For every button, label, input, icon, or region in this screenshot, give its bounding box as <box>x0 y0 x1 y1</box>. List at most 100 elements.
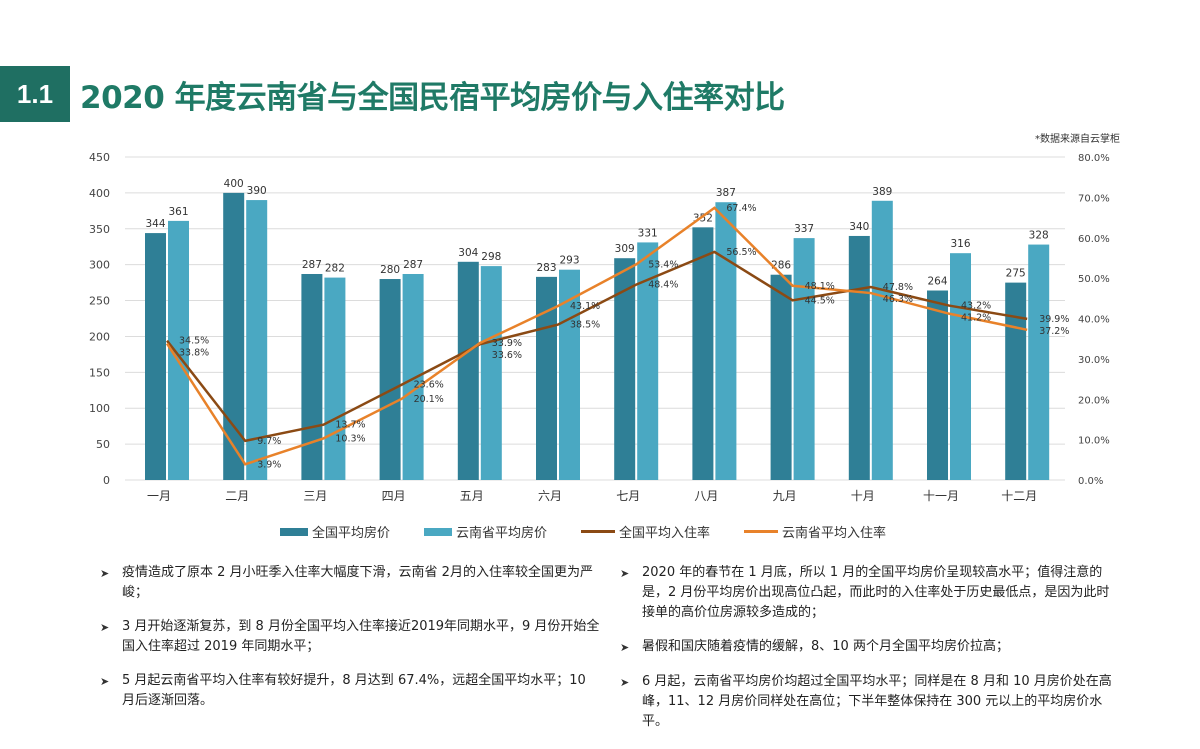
legend-item-yunnan-price: 云南省平均房价 <box>424 522 547 541</box>
bar-data-label: 275 <box>1006 268 1026 280</box>
y-left-tick-label: 100 <box>89 402 110 415</box>
bar-data-label: 387 <box>716 187 736 199</box>
arrow-bullet-icon: ➤ <box>620 567 630 580</box>
section-number-badge: 1.1 <box>0 66 70 122</box>
bar-national-price <box>1005 282 1027 480</box>
y-right-tick-label: 0.0% <box>1078 476 1103 487</box>
legend-swatch <box>744 530 779 533</box>
line-data-label: 44.5% <box>805 295 835 306</box>
y-right-tick-label: 40.0% <box>1078 315 1110 326</box>
x-tick-label: 三月 <box>303 489 327 503</box>
line-data-label: 9.7% <box>257 436 281 447</box>
bar-national-price <box>223 192 245 480</box>
bar-data-label: 283 <box>536 262 556 274</box>
x-tick-label: 一月 <box>147 489 171 503</box>
note-item: ➤ 6 月起，云南省平均房价均超过全国平均水平；同样是在 8 月和 10 月房价处… <box>620 672 1120 732</box>
y-left-tick-label: 50 <box>96 438 110 451</box>
line-data-label: 47.8% <box>883 282 913 293</box>
bar-yunnan-price <box>715 202 737 480</box>
notes-left: ➤ 疫情造成了原本 2 月小旺季入住率大幅度下滑，云南省 2月的入住率较全国更为严… <box>100 563 600 725</box>
arrow-bullet-icon: ➤ <box>100 567 110 580</box>
legend-swatch <box>424 527 453 536</box>
bar-yunnan-price <box>480 266 502 480</box>
notes-right: ➤ 2020 年的春节在 1 月底，所以 1 月的全国平均房价呈现较高水平；值得注… <box>620 563 1120 746</box>
line-data-label: 38.5% <box>570 320 600 331</box>
note-text: 5 月起云南省平均入住率有较好提升，8 月达到 67.4%，远超全国平均水平；1… <box>122 673 586 708</box>
y-right-tick-label: 20.0% <box>1078 395 1110 406</box>
bar-national-price <box>145 233 166 480</box>
legend-label: 全国平均入住率 <box>619 526 711 541</box>
bar-data-label: 264 <box>927 276 947 288</box>
y-right-tick-label: 10.0% <box>1078 436 1110 447</box>
bar-data-label: 287 <box>403 259 423 271</box>
note-text: 暑假和国庆随着疫情的缓解，8、10 两个月全国平均房价拉高； <box>642 639 1009 654</box>
bar-data-label: 390 <box>247 185 267 197</box>
bar-national-price <box>770 274 792 480</box>
arrow-bullet-icon: ➤ <box>100 621 110 634</box>
legend-item-yunnan-occupancy: 云南省平均入住率 <box>744 522 886 541</box>
bar-national-price <box>692 227 714 480</box>
legend-swatch <box>581 530 616 533</box>
arrow-bullet-icon: ➤ <box>620 641 630 654</box>
bar-yunnan-price <box>871 200 893 481</box>
bar-yunnan-price <box>168 220 189 481</box>
note-item: ➤ 3 月开始逐渐复苏，到 8 月份全国平均入住率接近2019年同期水平，9 月份… <box>100 617 600 657</box>
note-item: ➤ 5 月起云南省平均入住率有较好提升，8 月达到 67.4%，远超全国平均水平；… <box>100 671 600 711</box>
bar-data-label: 337 <box>794 223 814 235</box>
line-data-label: 43.1% <box>570 301 600 312</box>
line-data-label: 3.9% <box>257 459 281 470</box>
y-left-tick-label: 350 <box>89 223 110 236</box>
line-data-label: 48.1% <box>805 281 835 292</box>
bar-data-label: 316 <box>950 238 970 250</box>
bar-line-chart: 0 50 100 150 200 250 300 350 400 450 0.0% 10.0% 20.0… <box>89 151 1110 503</box>
x-tick-label: 十月 <box>851 489 875 503</box>
y-right-tick-label: 70.0% <box>1078 193 1110 204</box>
legend-item-national-price: 全国平均房价 <box>280 522 390 541</box>
bar-yunnan-price <box>246 200 268 481</box>
line-data-label: 20.1% <box>414 394 444 405</box>
y-right-tick-label: 30.0% <box>1078 355 1110 366</box>
line-data-label: 53.4% <box>648 259 678 270</box>
y-left-tick-label: 400 <box>89 187 110 200</box>
chart-legend: 全国平均房价 云南省平均房价 全国平均入住率 云南省平均入住率 <box>280 522 886 541</box>
y-left-tick-label: 300 <box>89 259 110 272</box>
bar-national-price <box>614 258 636 480</box>
line-data-label: 43.2% <box>961 301 991 312</box>
line-data-label: 33.8% <box>179 348 209 359</box>
y-left-tick-label: 450 <box>89 151 110 164</box>
x-tick-label: 九月 <box>773 489 797 503</box>
bar-data-label: 344 <box>145 218 165 230</box>
y-right-tick-label: 60.0% <box>1078 234 1110 245</box>
bar-data-label: 282 <box>325 263 345 275</box>
bar-yunnan-price <box>793 238 815 480</box>
arrow-bullet-icon: ➤ <box>620 676 630 689</box>
bar-data-label: 328 <box>1029 230 1049 242</box>
line-yunnan-occupancy <box>165 206 1028 466</box>
bar-national-price <box>927 290 948 480</box>
x-tick-label: 五月 <box>460 489 484 503</box>
y-right-tick-label: 50.0% <box>1078 274 1110 285</box>
bar-data-label: 389 <box>872 186 892 198</box>
y-right-tick-label: 80.0% <box>1078 153 1110 164</box>
note-text: 疫情造成了原本 2 月小旺季入住率大幅度下滑，云南省 2月的入住率较全国更为严峻… <box>122 565 593 600</box>
bar-national-price <box>457 261 479 480</box>
bar-data-label: 361 <box>168 206 188 218</box>
x-tick-label: 四月 <box>382 489 406 503</box>
bar-data-label: 340 <box>849 221 869 233</box>
x-tick-label: 十二月 <box>1001 489 1037 503</box>
bar-national-price <box>301 273 323 480</box>
line-data-label: 13.7% <box>335 420 365 431</box>
line-data-label: 39.9% <box>1039 314 1069 325</box>
legend-label: 云南省平均房价 <box>456 526 548 541</box>
y-left-tick-label: 0 <box>103 474 110 487</box>
y-left-tick-label: 200 <box>89 330 110 343</box>
bar-yunnan-price <box>1028 244 1050 480</box>
bar-data-label: 400 <box>224 178 244 190</box>
x-tick-label: 十一月 <box>923 489 959 503</box>
y-left-tick-label: 150 <box>89 366 110 379</box>
bar-data-label: 298 <box>481 251 501 263</box>
legend-swatch <box>280 527 308 536</box>
note-item: ➤ 暑假和国庆随着疫情的缓解，8、10 两个月全国平均房价拉高； <box>620 637 1120 658</box>
line-data-label: 37.2% <box>1039 326 1069 337</box>
line-data-label: 67.4% <box>726 203 756 214</box>
